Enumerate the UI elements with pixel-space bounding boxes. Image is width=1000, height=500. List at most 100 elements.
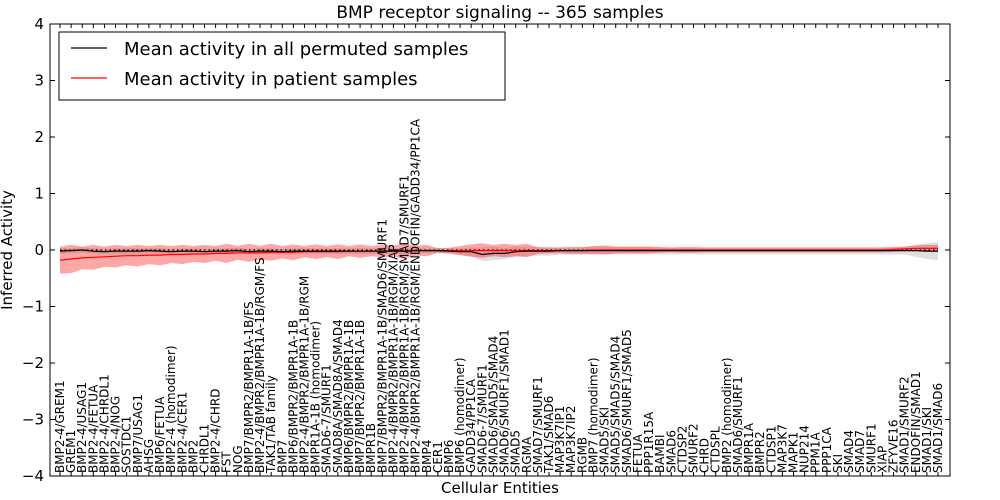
band-permuted <box>60 242 938 262</box>
y-tick-label: 2 <box>34 128 44 146</box>
x-tick-label: SMAD5/SKI <box>598 407 612 473</box>
x-tick-label: BMP2-4/USAG1 <box>75 382 89 473</box>
x-tick-label: GADD34/PP1CA <box>464 378 478 473</box>
x-tick-label: BMP7/BMPR2/BMPR1A-1B/FS <box>242 301 256 473</box>
x-tick-label: SMAD6-7/SMURF1 <box>320 364 334 473</box>
x-tick-label: CTDSP2 <box>675 426 689 473</box>
x-tick-label: NUP214 <box>798 425 812 473</box>
x-tick-label: BMP2-4/BMPR2/BMPR1A-1B/RGM/FS <box>253 257 267 473</box>
x-tick-label: CER1 <box>431 441 445 473</box>
x-tick-label: AHSG <box>142 439 156 473</box>
x-tick-label: SMAD7 <box>853 430 867 473</box>
x-tick-label: BMPR1A <box>742 422 756 473</box>
x-tick-label: BMP7/USAG1 <box>131 394 145 473</box>
x-tick-label: BMP2-4/GREM1 <box>53 380 67 473</box>
x-tick-label: ENDOFIN/SMAD1 <box>909 371 923 473</box>
x-tick-label: BMP6/BMPR2/BMPR1A-1B <box>286 320 300 473</box>
y-axis-label: Inferred Activity <box>0 190 16 310</box>
x-tick-label: MAP3K7 <box>775 424 789 473</box>
x-tick-label: SMAD1/SMAD6 <box>931 383 945 473</box>
x-tick-label: BMP7/BMPR2/BMPR1A-1B <box>353 320 367 473</box>
x-tick-label: CTDSPL <box>709 426 723 473</box>
x-tick-label: BMP7 (homodimer) <box>587 357 601 473</box>
x-tick-label: BMP6 <box>442 440 456 473</box>
x-tick-label: SMAD6/SMURF1 <box>731 376 745 473</box>
x-tick-label: BMP2-4/FETUA <box>86 384 100 473</box>
x-tick-label: BMP6 (homodimer) <box>453 357 467 473</box>
x-tick-label: RGMA <box>520 436 534 473</box>
x-tick-label: SMAD6/SMURF1/SMAD5 <box>620 329 634 473</box>
x-tick-label: NOG <box>231 445 245 473</box>
x-tick-label: SMAD5/SMAD5/SMAD4 <box>609 336 623 473</box>
y-tick-label: −1 <box>22 298 44 316</box>
x-tick-label: BMP7/BMPR2/BMPR1A-1B/SMAD6/SMURF1 <box>375 219 389 473</box>
x-tick-label: TAK1/SMAD6 <box>542 396 556 474</box>
x-tick-label: SMAD7/SMURF1 <box>531 376 545 473</box>
x-tick-label: BMP6/FETUA <box>153 396 167 473</box>
y-tick-label: 0 <box>34 241 44 259</box>
x-tick-label: BMP2 (homodimer) <box>720 357 734 473</box>
x-tick-label: BMP2-4/BMPR2/BMPR1A-1B/RGM/ENDOFIN/GADD3… <box>409 118 423 473</box>
x-tick-label: BMP2-4/CER1 <box>175 392 189 473</box>
x-tick-label: TAK1/TAB family <box>264 375 278 474</box>
x-tick-label: SMAD8A/SMAD8A/SMAD4 <box>331 319 345 473</box>
legend-box <box>58 31 506 101</box>
x-tick-label: SMAD1/SKI <box>920 407 934 473</box>
x-tick-label: BMPR2 <box>753 431 767 473</box>
x-tick-label: BMP2-4/BMPR2/BMPR1A-1B/RGM <box>298 276 312 473</box>
y-tick-label: 1 <box>34 185 44 203</box>
x-tick-label: CHRD <box>698 438 712 473</box>
x-tick-label: BMP2-4/NOG <box>109 396 123 473</box>
x-tick-label: RGMB <box>575 437 589 473</box>
x-tick-label: BMP2 <box>186 440 200 473</box>
y-tick-label: −2 <box>22 354 44 372</box>
x-tick-label: MAP3K7IP2 <box>564 406 578 473</box>
x-tick-label: MAPK1 <box>787 432 801 473</box>
x-tick-label: BMP4 <box>420 440 434 473</box>
x-tick-label: BMP6/BMPR2/BMPR1A-1B <box>342 320 356 473</box>
x-tick-label: BMP7 <box>275 440 289 473</box>
legend-label-patient: Mean activity in patient samples <box>124 69 418 90</box>
legend: Mean activity in all permuted samples Me… <box>58 31 506 101</box>
x-tick-label: BMPR1B <box>364 423 378 473</box>
x-tick-label: SMAD6/SMURF1/SMAD1 <box>498 329 512 473</box>
x-tick-label: SKI <box>831 454 845 473</box>
x-tick-label: ZFYVE16 <box>887 419 901 473</box>
x-axis: BMP2-4/GREM1GREM1BMP2-4/USAG1BMP2-4/FETU… <box>53 24 945 476</box>
x-tick-label: FST <box>220 451 234 473</box>
x-tick-label: BMP2-4/BMPR2/BMPR1A-1B/RGM/XIAP <box>386 244 400 473</box>
x-tick-label: CTDSP1 <box>764 426 778 473</box>
x-tick-label: BMP2-4 (homodimer) <box>164 345 178 473</box>
y-axis: 4 3 2 1 0 −1 −2 −3 −4 <box>22 15 950 485</box>
x-tick-label: BMP2-4/CHRDL1 <box>98 374 112 473</box>
y-tick-label: 3 <box>34 72 44 90</box>
y-tick-label: 4 <box>34 15 44 33</box>
x-tick-label: SMURF1 <box>864 423 878 473</box>
x-tick-label: BMP2-4/CHRD <box>209 389 223 473</box>
y-tick-label: −4 <box>22 467 44 485</box>
x-tick-label: PPP1CA <box>820 426 834 473</box>
x-tick-label: BAMBI <box>653 434 667 473</box>
x-tick-label: SMAD4 <box>842 430 856 473</box>
x-tick-label: GREM1 <box>64 430 78 473</box>
x-tick-label: BMPR1A-1B (homodimer) <box>309 321 323 473</box>
series-lines <box>59 247 938 261</box>
x-tick-label: SMAD6-7/SMURF1 <box>475 364 489 473</box>
x-tick-label: SMAD5 <box>509 430 523 473</box>
x-axis-label: Cellular Entities <box>441 479 559 497</box>
x-tick-label: SMAD6 <box>664 430 678 473</box>
chart-title: BMP receptor signaling -- 365 samples <box>336 3 663 23</box>
series-line-permuted <box>59 249 938 256</box>
x-tick-label: SMURF2 <box>687 423 701 473</box>
x-tick-label: BMP2-4/BMPR2/BMPR1A-1B/RGM/SMAD7/SMURF1 <box>398 175 412 473</box>
x-tick-label: CHRDL1 <box>198 424 212 473</box>
x-tick-label: SOSTDC1 <box>120 416 134 473</box>
x-tick-label: SMAD6/SMAD5/SMAD4 <box>486 336 500 473</box>
x-tick-label: FETUA <box>631 433 645 473</box>
x-tick-label: XIAP <box>875 446 889 473</box>
x-tick-label: SMAD1/SMURF2 <box>898 376 912 473</box>
legend-label-permuted: Mean activity in all permuted samples <box>124 39 468 60</box>
x-tick-label: PPP1R15A <box>642 411 656 473</box>
x-tick-label: PPM1A <box>809 431 823 472</box>
